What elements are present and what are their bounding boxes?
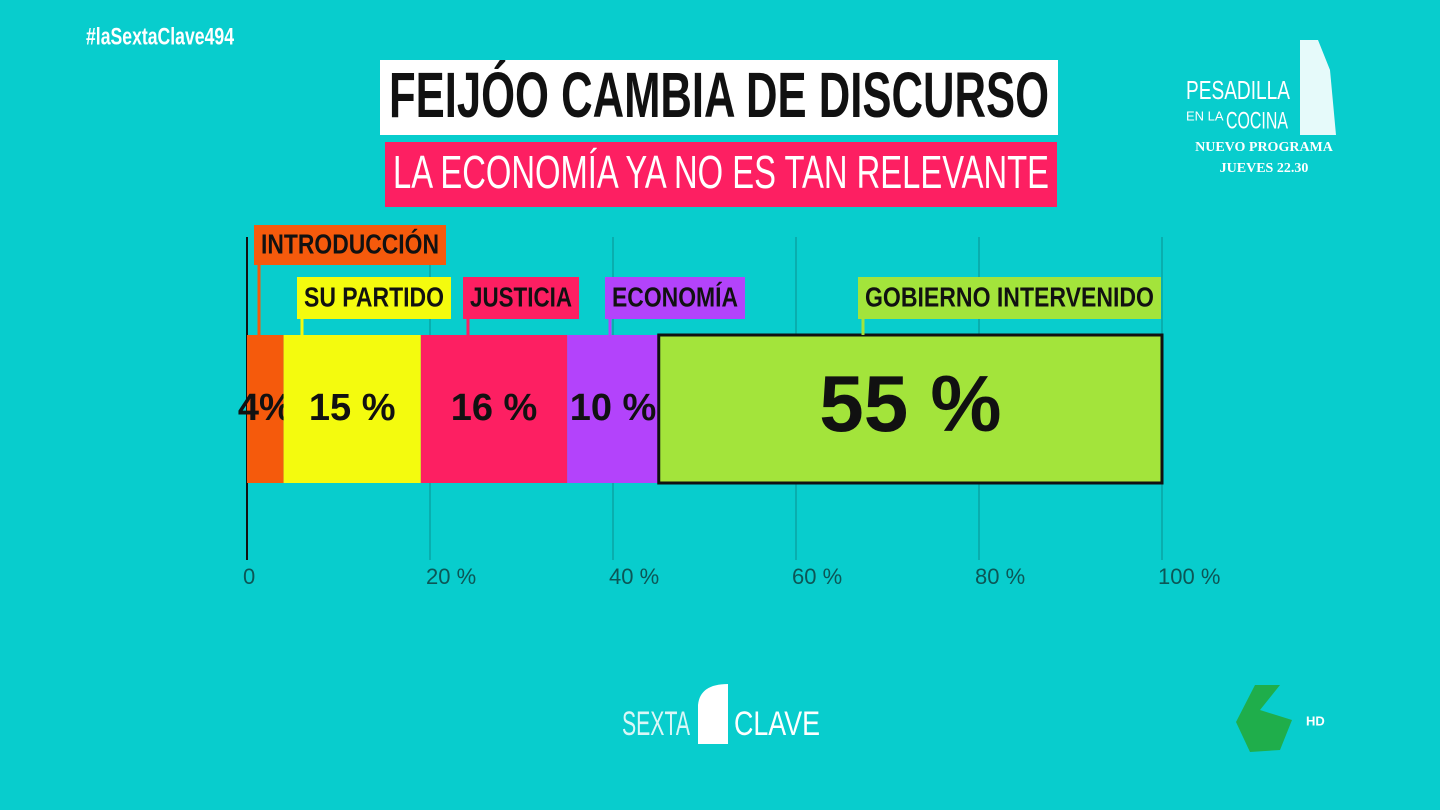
program-logo: SEXTA CLAVE xyxy=(622,684,820,744)
x-tick-label: 80 % xyxy=(975,564,1025,589)
legend-label: JUSTICIA xyxy=(470,281,572,312)
x-tick-label: 60 % xyxy=(792,564,842,589)
promo-line: JUEVES 22.30 xyxy=(1220,161,1309,176)
value-label: 15 % xyxy=(309,387,396,429)
promo-figure xyxy=(1300,40,1336,135)
promo-show: COCINA xyxy=(1226,107,1288,134)
legend-label: INTRODUCCIÓN xyxy=(261,228,439,259)
value-label: 10 % xyxy=(570,387,657,429)
program-logo-left: SEXTA xyxy=(622,705,690,743)
legend-label: GOBIERNO INTERVENIDO xyxy=(865,281,1154,312)
legend-box xyxy=(254,225,446,265)
program-logo-right: CLAVE xyxy=(734,705,820,743)
legend-label: SU PARTIDO xyxy=(304,281,444,312)
subtitle-box xyxy=(385,142,1057,207)
x-tick-label: 100 % xyxy=(1158,564,1220,589)
chart-title: FEIJÓO CAMBIA DE DISCURSO xyxy=(389,59,1049,131)
legend-box xyxy=(858,277,1161,319)
x-tick-label: 0 xyxy=(243,564,255,589)
bar-segment xyxy=(420,335,568,483)
program-logo-mark xyxy=(698,684,728,744)
promo: PESADILLA EN LA COCINA NUEVO PROGRAMA JU… xyxy=(1186,40,1336,176)
channel-logo-mark xyxy=(1236,685,1292,752)
value-label: 55 % xyxy=(819,359,1001,448)
legend-box xyxy=(463,277,579,319)
bar-segment xyxy=(283,335,421,483)
legend-box xyxy=(297,277,451,319)
title-box xyxy=(380,60,1058,135)
value-label: 16 % xyxy=(451,387,538,429)
promo-line: NUEVO PROGRAMA xyxy=(1195,140,1334,155)
promo-show: EN LA xyxy=(1186,108,1224,123)
channel-quality: HD xyxy=(1306,713,1325,728)
chart-subtitle: LA ECONOMÍA YA NO ES TAN RELEVANTE xyxy=(393,146,1049,198)
bar-segment xyxy=(657,333,1164,485)
promo-show: PESADILLA xyxy=(1186,75,1290,105)
x-tick-label: 20 % xyxy=(426,564,476,589)
hashtag: #laSextaClave494 xyxy=(86,23,234,50)
legend-label: ECONOMÍA xyxy=(612,281,738,312)
bar-segment xyxy=(567,335,659,483)
bar-segment xyxy=(247,335,284,483)
x-tick-label: 40 % xyxy=(609,564,659,589)
channel-logo: HD xyxy=(1236,685,1325,752)
legend-box xyxy=(605,277,745,319)
